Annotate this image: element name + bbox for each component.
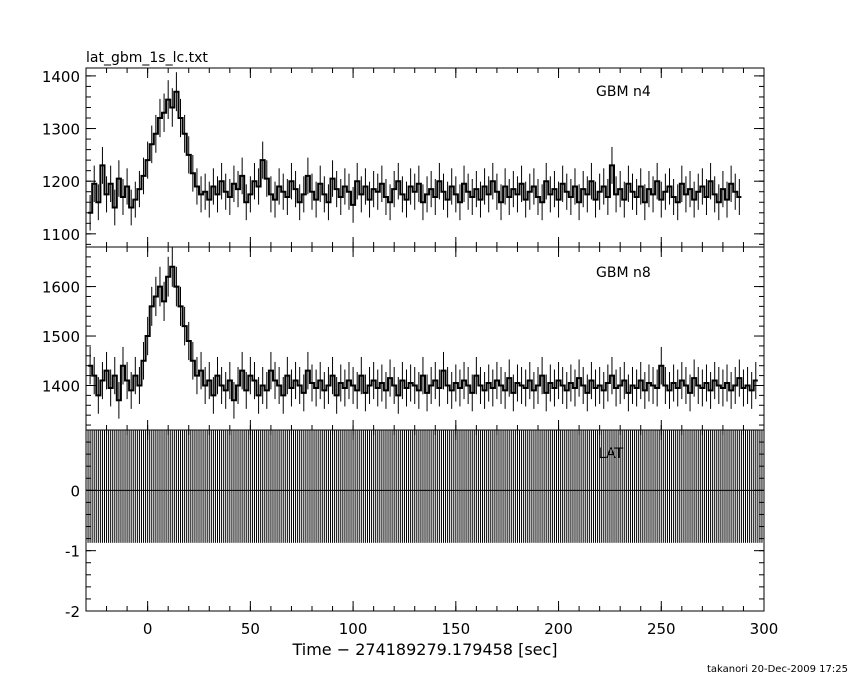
y-tick-label: 1200	[42, 173, 80, 191]
axes-ticks: 1100 1200 1300 1400 1400 1500 1600 -2 -1 0 0 50 100 1…	[42, 68, 779, 638]
panel-bottom-frame	[85, 429, 765, 612]
series-label-middle: GBM n8	[596, 265, 651, 281]
footer-stamp: takanori 20-Dec-2009 17:25	[707, 664, 848, 675]
panel-bottom-data	[86, 430, 765, 543]
y-tick-label: -2	[65, 603, 80, 621]
y-tick-label: 1500	[42, 328, 80, 346]
x-tick-label: 200	[544, 620, 573, 638]
panel-top-data	[88, 72, 742, 231]
panel-top-frame	[85, 67, 765, 248]
panel-middle-data	[88, 247, 758, 419]
x-tick-label: 50	[241, 620, 260, 638]
y-tick-label: 1100	[42, 226, 80, 244]
x-tick-label: 250	[647, 620, 676, 638]
y-tick-label: 1400	[42, 68, 80, 86]
series-line-1	[88, 265, 758, 402]
y-tick-label: 1400	[42, 377, 80, 395]
x-tick-label: 0	[143, 620, 153, 638]
y-tick-label: 1600	[42, 279, 80, 297]
x-tick-label: 100	[339, 620, 368, 638]
y-tick-label: -1	[65, 543, 80, 561]
series-label-top: GBM n4	[596, 84, 651, 100]
series-line-0	[88, 90, 742, 214]
x-axis-label: Time − 274189279.179458 [sec]	[291, 640, 557, 659]
x-tick-label: 150	[441, 620, 470, 638]
y-tick-label: 1300	[42, 121, 80, 139]
y-tick-label: 0	[70, 482, 80, 500]
x-tick-label: 300	[750, 620, 779, 638]
series-label-bottom: LAT	[598, 446, 624, 462]
chart-title: lat_gbm_1s_lc.txt	[86, 50, 208, 66]
